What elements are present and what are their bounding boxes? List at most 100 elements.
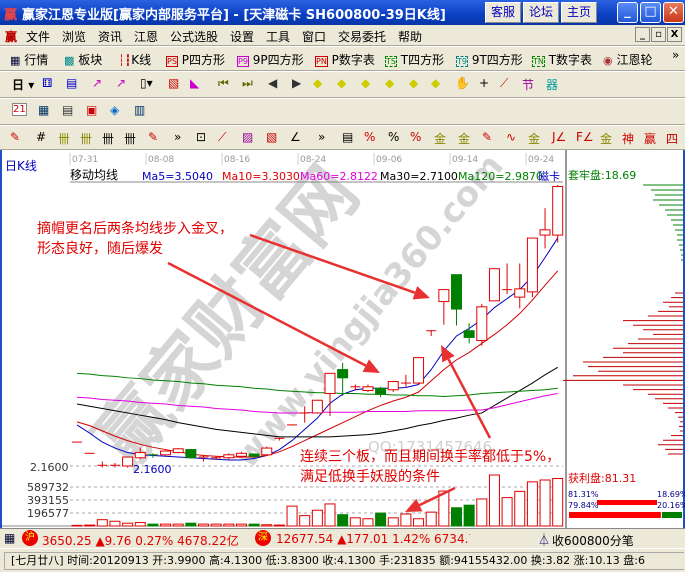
percent-icon[interactable]: % [388,130,400,144]
menu-formula[interactable]: 公式选股 [170,30,219,44]
menu-help[interactable]: 帮助 [398,30,423,44]
more-fan-button[interactable]: » [318,130,326,144]
ruler-icon[interactable]: ▤ [342,130,354,144]
shen-angle-icon[interactable]: 神 [622,132,635,146]
sz-index[interactable]: 12677.54 ▲177.01 1.42% 6734.77 [276,532,470,546]
tick-data-button[interactable]: 收600800分笔 [552,534,634,548]
zoom-out-icon[interactable]: ◆ [431,76,441,90]
toolbar-t-table[interactable]: TN T数字表 [532,53,593,67]
menu-info[interactable]: 资讯 [98,30,123,44]
shrink-icon[interactable]: ◆ [385,76,395,90]
toolbar-more-button[interactable]: » [672,48,680,62]
hand-icon[interactable]: ✋ [455,76,470,90]
toolbar-p-square[interactable]: PS P四方形 [166,53,225,67]
gold-level-icon[interactable]: 金 [528,132,541,146]
gann-fan-icon[interactable]: ▧ [266,130,278,144]
homepage-button[interactable]: 主页 [561,2,597,23]
gold-circle-icon[interactable]: 金 [434,132,447,146]
minimize-button[interactable]: _ [617,2,638,23]
toolbar-sector[interactable]: ▩ 板块 [64,53,103,67]
menu-trade[interactable]: 交易委托 [338,30,387,44]
pen3-icon[interactable]: ✎ [482,130,493,144]
calendar-icon[interactable]: 21 [12,103,27,116]
box-icon[interactable]: ⊡ [196,130,207,144]
menu-settings[interactable]: 设置 [230,30,255,44]
four-angle-icon[interactable]: 四 [666,132,679,146]
spiral-grid-icon[interactable]: 卌 [124,132,137,146]
bar-info-bar: [七月廿八] 时间:20120913 开:3.9900 高:4.1300 低:3… [0,548,685,572]
network-icon[interactable]: ◈ [110,103,120,117]
save-icon[interactable]: ▣ [86,103,98,117]
menu-file[interactable]: 文件 [26,30,51,44]
toolbar-gann-wheel[interactable]: ◉ 江恩轮 [603,53,653,67]
toolbar-9p-square[interactable]: P9 9P四方形 [237,53,304,67]
f-angle-icon[interactable]: F∠ [576,130,594,144]
ts-icon: TS [385,56,397,67]
indicator-icon[interactable]: ⚅ [42,76,53,90]
t9-icon: T9 [456,56,468,67]
menu-window[interactable]: 窗口 [302,30,327,44]
fan-icon[interactable]: ⟋ [218,130,227,144]
section-icon[interactable]: 节 [522,78,535,92]
pen2-icon[interactable]: ✎ [148,130,159,144]
flag-icon[interactable]: ◣ [190,76,200,90]
clipboard-icon[interactable]: ▤ [66,76,78,90]
ma3-icon[interactable]: ↗ [92,76,103,90]
fib-grid-icon[interactable]: 卌 [102,132,115,146]
quote-table-icon[interactable]: ▦ [4,531,16,545]
notepad-icon[interactable]: ▤ [62,103,74,117]
wave-icon[interactable]: ∿ [506,130,517,144]
toolbar-t-square[interactable]: TS T四方形 [385,53,445,67]
last-bar-icon[interactable]: ⏭ [242,76,253,90]
gold-grid2-icon[interactable]: 卌 [80,132,93,146]
draw-line-icon[interactable]: ⟋ [500,76,509,90]
forum-button[interactable]: 论坛 [523,2,559,23]
gold-lines-icon[interactable]: 金 [458,132,471,146]
grid-icon[interactable]: # [36,130,47,144]
menu-browse[interactable]: 浏览 [62,30,87,44]
export-icon[interactable]: ▥ [134,103,146,117]
period-dropdown[interactable]: 日 ▾ [12,78,35,92]
calculator-icon[interactable]: ▦ [38,103,50,117]
stats-icon[interactable]: 器 [546,78,559,92]
candle-type-dropdown[interactable]: ▯▾ [140,76,153,90]
toolbar-p-table[interactable]: PN P数字表 [315,53,375,67]
scroll-right-icon[interactable]: ▶ [292,76,302,90]
gold-angle-icon[interactable]: 金 [600,132,613,146]
ying-angle-icon[interactable]: 赢 [644,132,657,146]
percent-lines-icon[interactable]: % [410,130,422,144]
menu-tools[interactable]: 工具 [266,30,291,44]
sh-index[interactable]: 3650.25 ▲9.76 0.27% 4678.22亿 [42,534,239,548]
p9-icon: P9 [237,56,249,67]
expand-icon[interactable]: ◆ [361,76,371,90]
scroll-left-icon[interactable]: ◀ [268,76,278,90]
mdi-restore-button[interactable]: ▫ [651,27,666,42]
gold-grid-icon[interactable]: 卌 [58,132,71,146]
zoom-in-icon[interactable]: ◆ [409,76,419,90]
kline-chart-panel[interactable] [0,150,565,528]
j-angle-icon[interactable]: J∠ [552,130,567,144]
tn-icon: TN [532,56,545,67]
first-bar-icon[interactable]: ⏮ [218,76,229,90]
close-button[interactable]: ✕ [663,2,684,23]
percent-line-icon[interactable]: % [364,130,376,144]
menu-gann[interactable]: 江恩 [134,30,159,44]
mdi-close-button[interactable]: X [667,27,682,42]
angle-icon[interactable]: ∠ [290,130,301,144]
customer-service-button[interactable]: 客服 [485,2,521,23]
app-logo-icon: 赢 [4,8,18,23]
move-right-icon[interactable]: ◆ [337,76,347,90]
maximize-button[interactable]: □ [640,2,661,23]
toolbar-kline[interactable]: ┆┇K线 [118,53,152,67]
gann-box-icon[interactable]: ▨ [242,130,254,144]
more-draw-button[interactable]: » [174,130,182,144]
pen-icon[interactable]: ✎ [10,130,21,144]
crosshair-icon[interactable]: + [479,76,490,90]
toolbar-quote[interactable]: ▦ 行情 [10,53,49,67]
window-title: 赢家江恩专业版[赢家内部服务平台] - [天津磁卡 SH600800-39日K线… [22,8,446,23]
move-left-icon[interactable]: ◆ [313,76,323,90]
overlay-icon[interactable]: ▧ [168,76,180,90]
ma9-icon[interactable]: ↗ [116,76,127,90]
mdi-minimize-button[interactable]: _ [635,27,650,42]
toolbar-9t-square[interactable]: T9 9T四方形 [456,53,523,67]
